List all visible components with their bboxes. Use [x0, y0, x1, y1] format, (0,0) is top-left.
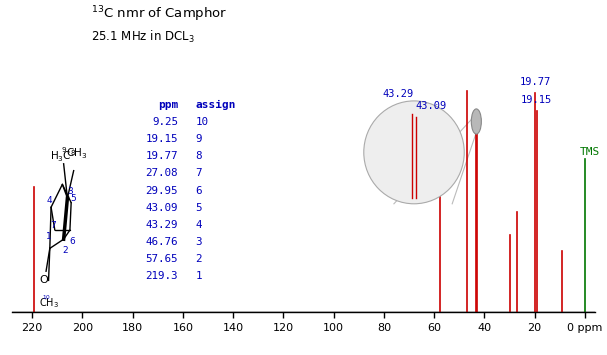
Text: 25.1 MHz in DCL$_3$: 25.1 MHz in DCL$_3$ — [91, 29, 194, 45]
Text: 5: 5 — [195, 203, 202, 213]
Text: 46.76: 46.76 — [146, 237, 178, 247]
Text: 9: 9 — [195, 134, 202, 144]
Text: 29.95: 29.95 — [146, 186, 178, 196]
Text: 6: 6 — [69, 237, 75, 246]
Text: 7: 7 — [51, 221, 56, 230]
Text: 19.77: 19.77 — [520, 77, 551, 87]
Text: 43.29: 43.29 — [383, 89, 414, 99]
Text: $^9$CH$_3$: $^9$CH$_3$ — [61, 146, 87, 162]
Text: 2: 2 — [195, 254, 202, 264]
Text: 9.25: 9.25 — [152, 117, 178, 127]
Text: assign: assign — [195, 100, 236, 110]
Text: 43.09: 43.09 — [415, 101, 446, 111]
Text: 43.09: 43.09 — [146, 203, 178, 213]
Text: TMS: TMS — [580, 147, 600, 157]
Text: $^{13}$C nmr of Camphor: $^{13}$C nmr of Camphor — [91, 5, 227, 24]
Text: 1: 1 — [195, 271, 202, 281]
Text: 19.15: 19.15 — [146, 134, 178, 144]
Text: 1: 1 — [46, 233, 52, 241]
Text: O: O — [39, 275, 48, 285]
Text: 4: 4 — [47, 196, 53, 205]
Ellipse shape — [471, 109, 481, 134]
Text: 219.3: 219.3 — [146, 271, 178, 281]
Text: 5: 5 — [70, 193, 76, 203]
Text: 43.29: 43.29 — [146, 220, 178, 230]
Text: 3: 3 — [67, 187, 73, 196]
Text: ppm: ppm — [158, 100, 178, 110]
Text: $^{10}$: $^{10}$ — [42, 294, 52, 303]
Text: 27.08: 27.08 — [146, 168, 178, 178]
Text: 8: 8 — [195, 151, 202, 161]
Text: 10: 10 — [195, 117, 208, 127]
Text: CH$_3$: CH$_3$ — [39, 296, 59, 310]
Text: H$_3$C$^8$: H$_3$C$^8$ — [50, 148, 76, 164]
Text: 57.65: 57.65 — [146, 254, 178, 264]
Text: 4: 4 — [195, 220, 202, 230]
Text: 2: 2 — [62, 246, 68, 255]
Text: 3: 3 — [195, 237, 202, 247]
Ellipse shape — [364, 101, 464, 204]
Text: 19.77: 19.77 — [146, 151, 178, 161]
Text: 7: 7 — [195, 168, 202, 178]
Text: 6: 6 — [195, 186, 202, 196]
Text: 19.15: 19.15 — [521, 95, 552, 105]
